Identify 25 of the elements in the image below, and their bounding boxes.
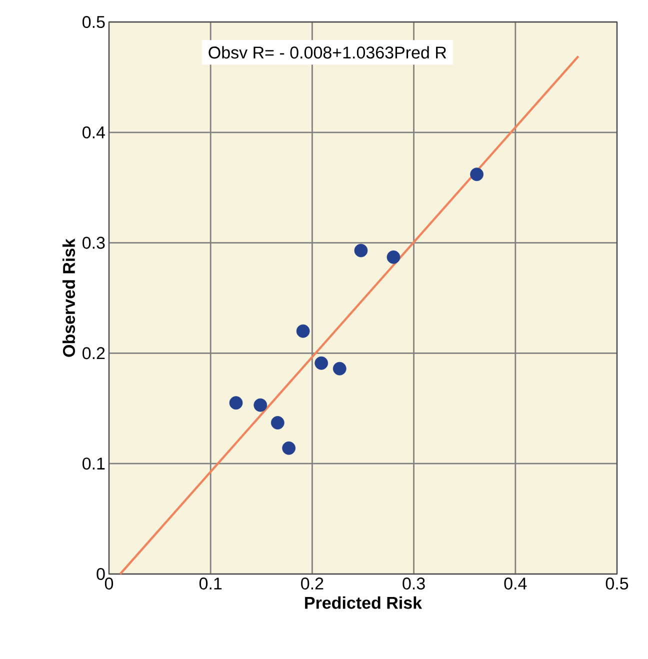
point: [386, 250, 400, 264]
y-tick-label: 0.2: [82, 347, 105, 360]
y-tick-label: 0.1: [82, 458, 105, 470]
y-tick-label: 0.3: [82, 236, 105, 249]
y-tick-label: 0.4: [82, 126, 105, 138]
point: [282, 441, 296, 455]
x-tick-label: 0.5: [606, 578, 628, 590]
x-tick-label: 0: [104, 578, 114, 590]
y-axis-title: Observed Risk: [62, 238, 76, 357]
annotation: Obsv R= - 0.008+1.0363Pred R: [208, 46, 446, 59]
point: [270, 416, 284, 430]
y-tick-label: 0: [96, 568, 105, 580]
x-tick-label: 0.1: [199, 578, 222, 590]
x-tick-label: 0.3: [402, 578, 425, 590]
point: [254, 398, 268, 412]
x-tick-label: 0.2: [301, 578, 324, 590]
point: [296, 324, 310, 338]
point: [470, 168, 484, 182]
x-axis-title: Predicted Risk: [305, 596, 422, 609]
point: [354, 244, 368, 258]
x-tick-label: 0.4: [504, 578, 527, 590]
point: [332, 362, 346, 376]
point: [229, 396, 243, 410]
y-tick-label: 0.5: [82, 16, 105, 28]
point: [314, 356, 328, 370]
